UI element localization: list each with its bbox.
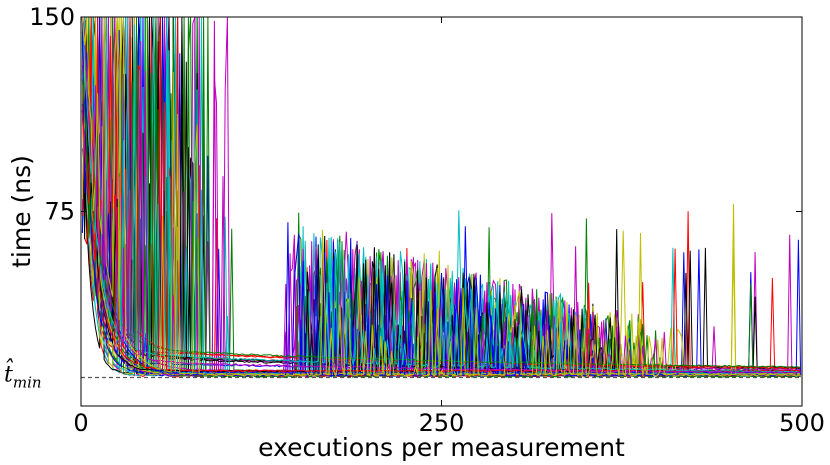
y-tick-label: 75 (44, 198, 75, 226)
x-tick-label: 0 (73, 409, 88, 437)
t-min-label-sub: min (13, 373, 42, 391)
t-min-label: t̂min (4, 359, 42, 392)
series-line (81, 16, 801, 379)
series-line (81, 16, 801, 369)
x-tick-label: 250 (419, 409, 465, 437)
x-tick-label: 500 (779, 409, 825, 437)
series-layer (81, 16, 802, 379)
ticks-layer: 0 250 500 75 150 (29, 3, 825, 437)
series-line (81, 16, 801, 377)
t-min-label-base: t̂ (4, 359, 14, 388)
series-line (81, 16, 801, 374)
x-axis-label: executions per measurement (258, 433, 625, 462)
y-tick-label: 150 (29, 3, 75, 31)
series-line (81, 16, 801, 377)
y-axis-label: time (ns) (7, 155, 36, 268)
